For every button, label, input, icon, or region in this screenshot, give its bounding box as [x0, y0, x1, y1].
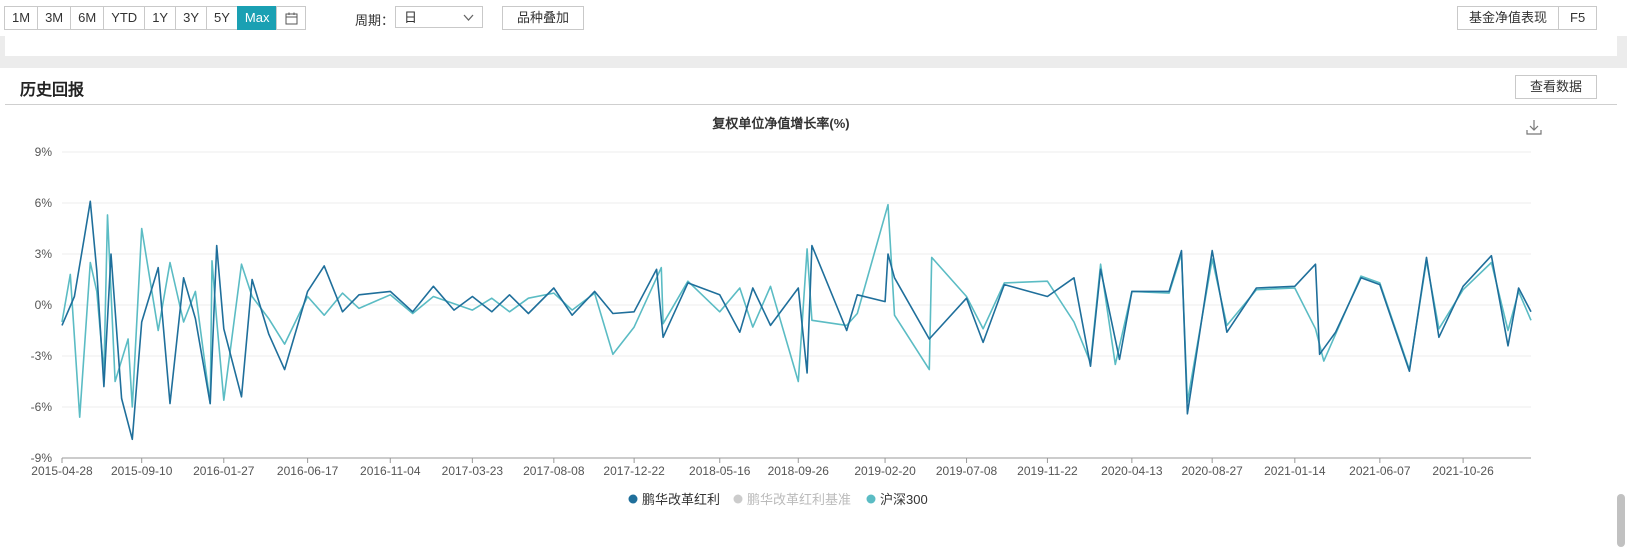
x-tick-label: 2018-09-26 [768, 464, 830, 478]
panel-header: 历史回报 查看数据 [5, 68, 1617, 105]
return-chart: 复权单位净值增长率(%) -9% -6% -3% 0% 3% 6% 9% 2015-04-2… [31, 116, 1545, 507]
range-ytd-button[interactable]: YTD [103, 6, 146, 30]
y-tick-label: -9% [31, 451, 53, 465]
period-select[interactable]: 日 [395, 6, 483, 28]
range-3y-button[interactable]: 3Y [175, 6, 207, 30]
x-tick-label: 2016-06-17 [277, 464, 339, 478]
chart-title: 复权单位净值增长率(%) [711, 116, 849, 131]
range-1y-button[interactable]: 1Y [144, 6, 177, 30]
legend-marker [733, 494, 743, 504]
chevron-down-icon [463, 7, 474, 37]
range-selector: 1M 3M 6M YTD 1Y 3Y 5Y Max [4, 6, 307, 30]
period-select-value: 日 [404, 10, 418, 25]
x-tick-label: 2019-07-08 [936, 464, 998, 478]
x-tick-label: 2016-11-04 [360, 464, 421, 478]
period-label: 周期： [355, 13, 395, 28]
legend-label: 沪深300 [880, 492, 928, 507]
x-tick-label: 2018-05-16 [689, 464, 751, 478]
range-1m-button[interactable]: 1M [4, 6, 39, 30]
series-line-index [61, 203, 1532, 419]
y-tick-label: -6% [31, 400, 53, 414]
x-tick-label: 2019-11-22 [1017, 464, 1078, 478]
legend-label: 鹏华改革红利基准 [747, 492, 851, 507]
toolbar: 1M 3M 6M YTD 1Y 3Y 5Y Max 周期： 日 [0, 0, 1627, 36]
range-max-button[interactable]: Max [236, 6, 278, 30]
right-nav: 基金净值表现 F5 [1457, 6, 1598, 30]
range-3m-button[interactable]: 3M [37, 6, 72, 30]
x-tick-label: 2021-06-07 [1349, 464, 1411, 478]
range-6m-button[interactable]: 6M [70, 6, 105, 30]
download-icon[interactable] [1523, 116, 1545, 138]
x-tick-label: 2019-02-20 [854, 464, 916, 478]
legend-label: 鹏华改革红利 [642, 492, 720, 507]
y-tick-label: -3% [31, 349, 53, 363]
scrollbar-thumb[interactable] [1617, 494, 1625, 547]
x-tick-label: 2016-01-27 [193, 464, 255, 478]
view-data-button[interactable]: 查看数据 [1515, 75, 1597, 99]
history-return-panel: 历史回报 查看数据 复权单位净值增长率(%) -9% -6% -3% 0% 3% 6% 9%… [5, 68, 1617, 547]
legend-item[interactable]: 鹏华改革红利基准 [733, 492, 852, 507]
range-5y-button[interactable]: 5Y [206, 6, 238, 30]
legend: 鹏华改革红利 鹏华改革红利基准 沪深300 [628, 492, 928, 507]
x-tick-label: 2015-04-28 [31, 464, 93, 478]
calendar-icon [285, 12, 298, 24]
series-line-fund [61, 200, 1532, 441]
y-tick-label: 3% [35, 247, 53, 261]
x-tick-label: 2017-12-22 [603, 464, 665, 478]
f5-shortcut-button[interactable]: F5 [1558, 6, 1598, 30]
y-tick-label: 6% [35, 196, 53, 210]
x-tick-label: 2021-10-26 [1432, 464, 1494, 478]
legend-marker [866, 494, 876, 504]
previous-panel-bottom [5, 36, 1617, 56]
legend-item[interactable]: 沪深300 [866, 492, 928, 507]
calendar-button[interactable] [276, 6, 307, 30]
y-tick-label: 0% [35, 298, 53, 312]
x-tick-label: 2017-08-08 [523, 464, 585, 478]
fund-performance-button[interactable]: 基金净值表现 [1457, 6, 1560, 30]
overlay-variety-button[interactable]: 品种叠加 [502, 6, 584, 30]
x-tick-label: 2020-08-27 [1181, 464, 1243, 478]
panel-title: 历史回报 [20, 82, 85, 99]
legend-item[interactable]: 鹏华改革红利 [628, 492, 721, 507]
legend-marker [628, 494, 638, 504]
x-tick-label: 2020-04-13 [1101, 464, 1163, 478]
x-tick-label: 2015-09-10 [111, 464, 173, 478]
x-tick-label: 2021-01-14 [1264, 464, 1326, 478]
x-tick-label: 2017-03-23 [442, 464, 504, 478]
y-tick-label: 9% [35, 145, 53, 159]
